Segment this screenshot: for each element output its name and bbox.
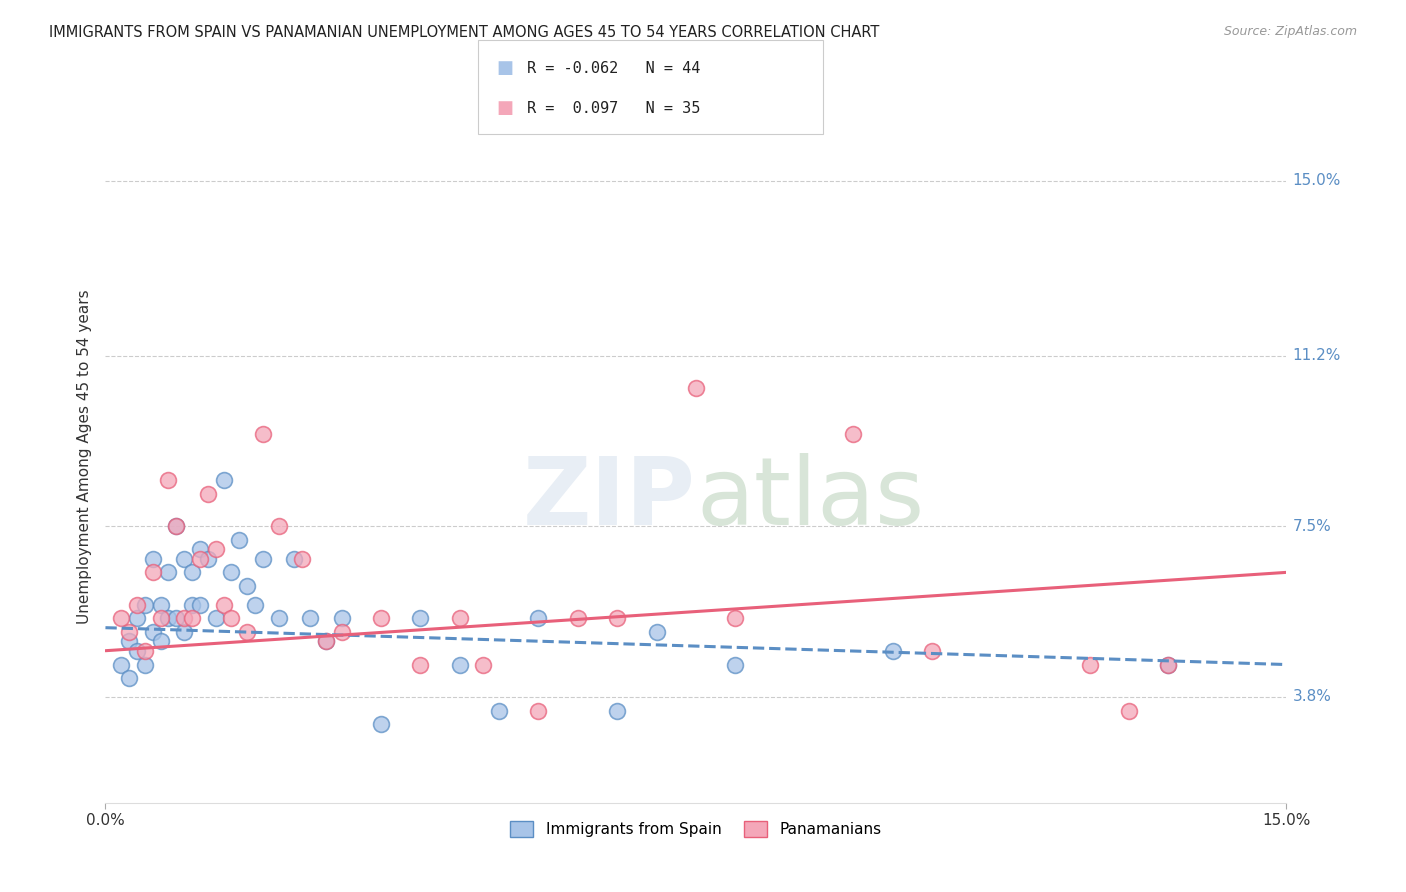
Point [118,634,141,648]
Point [488,704,510,718]
Point [188,542,211,557]
Point [157,566,180,580]
Point [921,644,943,658]
Point [181,598,204,612]
Point [212,473,235,487]
Point [567,611,589,625]
Point [188,598,211,612]
Text: 7.5%: 7.5% [1292,519,1331,533]
Point [267,519,290,533]
Point [291,551,314,566]
Text: 11.2%: 11.2% [1292,348,1341,363]
Point [157,611,180,625]
Point [149,598,172,612]
Point [197,551,219,566]
Point [449,657,471,672]
Point [157,473,180,487]
Point [134,644,156,658]
Point [1157,657,1180,672]
Point [110,611,132,625]
Point [606,611,628,625]
Point [125,611,148,625]
Point [149,634,172,648]
Point [142,551,165,566]
Point [197,487,219,501]
Point [165,611,187,625]
Point [330,625,353,640]
Point [181,611,204,625]
Text: 15.0%: 15.0% [1292,173,1341,188]
Point [606,704,628,718]
Point [409,657,432,672]
Point [1078,657,1101,672]
Point [228,533,250,547]
Text: ■: ■ [496,60,513,78]
Text: ■: ■ [496,99,513,117]
Point [204,611,226,625]
Point [724,611,747,625]
Point [724,657,747,672]
Text: Source: ZipAtlas.com: Source: ZipAtlas.com [1223,25,1357,38]
Point [449,611,471,625]
Point [149,611,172,625]
Text: R = -0.062   N = 44: R = -0.062 N = 44 [527,61,700,76]
Point [882,644,904,658]
Point [125,644,148,658]
Text: IMMIGRANTS FROM SPAIN VS PANAMANIAN UNEMPLOYMENT AMONG AGES 45 TO 54 YEARS CORRE: IMMIGRANTS FROM SPAIN VS PANAMANIAN UNEM… [49,25,880,40]
Point [315,634,337,648]
Point [315,634,337,648]
Point [181,566,204,580]
Point [212,598,235,612]
Point [267,611,290,625]
Point [221,611,243,625]
Legend: Immigrants from Spain, Panamanians: Immigrants from Spain, Panamanians [505,815,887,844]
Point [1118,704,1140,718]
Point [243,598,266,612]
Point [645,625,668,640]
Point [221,566,243,580]
Point [527,704,550,718]
Point [252,551,274,566]
Point [165,519,187,533]
Point [1157,657,1180,672]
Point [118,625,141,640]
Point [118,671,141,685]
Text: 3.8%: 3.8% [1292,690,1331,705]
Point [236,625,259,640]
Point [204,542,226,557]
Text: ZIP: ZIP [523,452,696,545]
Point [472,657,495,672]
Point [283,551,305,566]
Point [842,427,865,442]
Point [142,566,165,580]
Point [173,551,195,566]
Point [173,625,195,640]
Y-axis label: Unemployment Among Ages 45 to 54 years: Unemployment Among Ages 45 to 54 years [76,290,91,624]
Point [173,611,195,625]
Point [142,625,165,640]
Point [330,611,353,625]
Point [685,381,707,395]
Point [134,657,156,672]
Point [236,579,259,593]
Point [299,611,322,625]
Text: R =  0.097   N = 35: R = 0.097 N = 35 [527,101,700,116]
Point [409,611,432,625]
Point [134,598,156,612]
Point [527,611,550,625]
Point [252,427,274,442]
Point [125,598,148,612]
Point [188,551,211,566]
Text: atlas: atlas [696,452,924,545]
Point [370,611,392,625]
Point [165,519,187,533]
Point [370,717,392,731]
Point [110,657,132,672]
